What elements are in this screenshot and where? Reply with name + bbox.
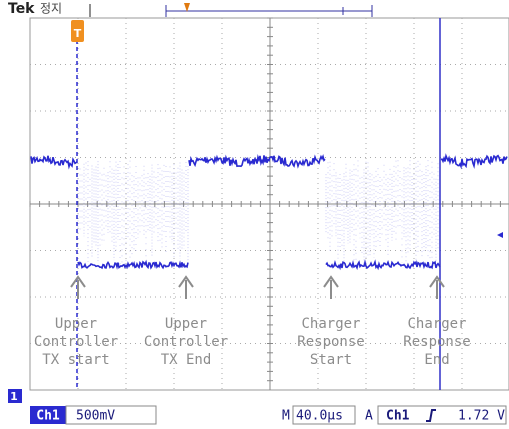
annotation-text: TX start	[42, 352, 109, 368]
annotation-text: Response	[403, 334, 470, 350]
vertical-scale: 500mV	[76, 409, 115, 424]
annotation-text: TX End	[161, 352, 212, 368]
trigger-source: Ch1	[386, 409, 410, 424]
trigger-marker-label: T	[74, 27, 82, 40]
annotation-text: Response	[297, 334, 364, 350]
brand: Tek	[8, 1, 35, 17]
annotation-text: Upper	[55, 316, 97, 332]
time-label: M	[282, 409, 290, 424]
trigger-label: A	[365, 409, 373, 424]
channel-label: Ch1	[36, 409, 60, 424]
channel-marker-label: 1	[10, 390, 18, 403]
time-scale: 40.0µs	[296, 409, 343, 424]
annotation-text: Charger	[407, 316, 466, 332]
annotation-text: Controller	[144, 334, 228, 350]
scope-screen: Tek 정지 T 1 Upper Controller TX start Upper C…	[0, 0, 509, 429]
trigger-level: 1.72 V	[458, 409, 505, 424]
annotation-text: Start	[310, 352, 352, 368]
annotation-text: Upper	[165, 316, 207, 332]
annotation-text: End	[424, 352, 449, 368]
run-status: 정지	[40, 2, 62, 16]
annotation-text: Controller	[34, 334, 118, 350]
annotation-text: Charger	[301, 316, 360, 332]
